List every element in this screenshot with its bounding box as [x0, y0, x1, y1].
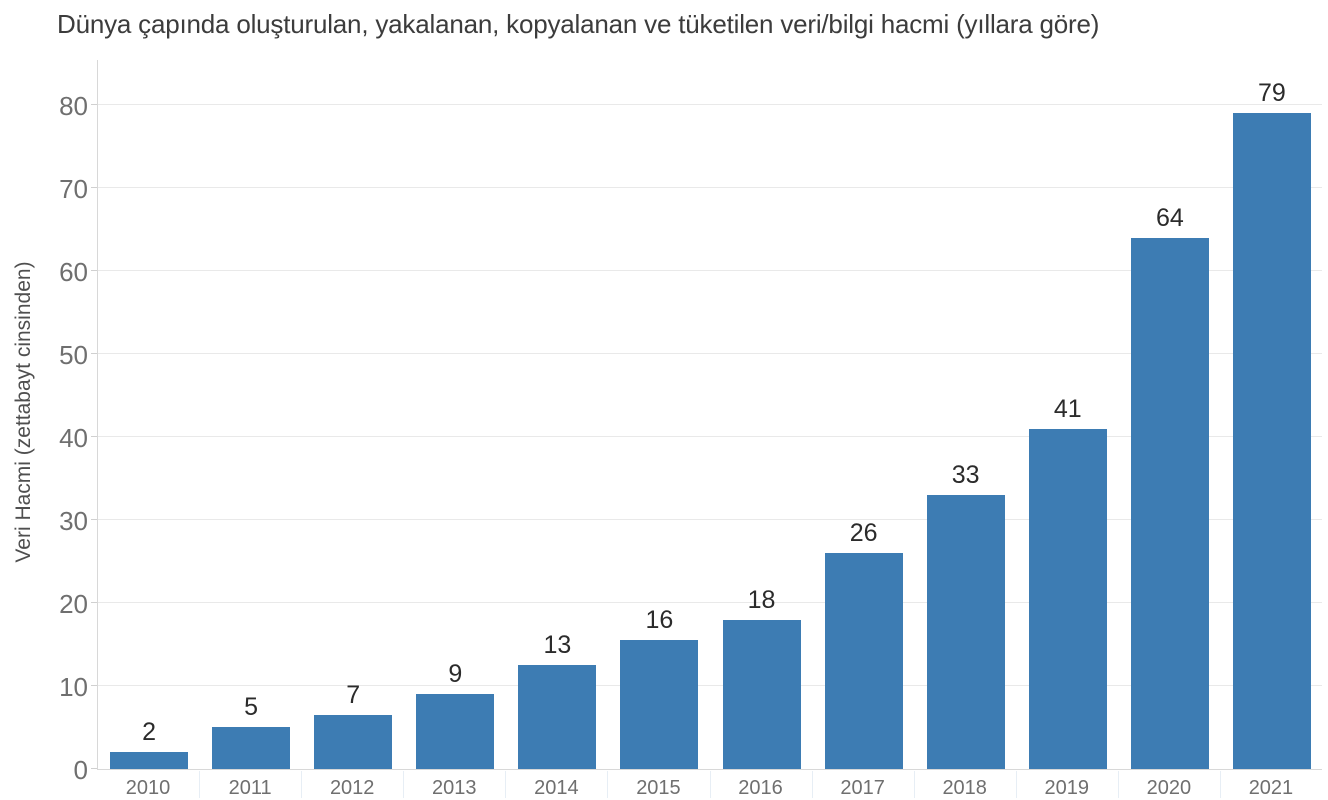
bar-value-label-2016: 18 [747, 585, 776, 614]
gridline-30 [98, 518, 1322, 520]
y-tick-label-40: 40 [59, 422, 88, 453]
y-tick-label-60: 60 [59, 256, 88, 287]
bar-2015[interactable] [620, 640, 699, 769]
bar-value-label-2017: 26 [849, 519, 878, 548]
plot-area: 2 5 7 9 13 16 18 26 33 41 64 79 [91, 60, 1323, 770]
bar-2018[interactable] [926, 494, 1005, 769]
category-separator [1117, 771, 1119, 798]
bar-2011[interactable] [212, 727, 291, 769]
y-tick-label-10: 10 [59, 671, 88, 702]
bar-value-label-2019: 41 [1053, 394, 1082, 423]
bar-slot-2010: 2 [98, 60, 200, 769]
gridline-50 [98, 352, 1322, 354]
bar-slot-2018: 33 [915, 60, 1017, 769]
x-tick-label-2021: 2021 [1248, 777, 1294, 799]
bar-2017[interactable] [824, 553, 903, 769]
category-separator [811, 771, 813, 798]
bar-slot-2016: 18 [711, 60, 813, 769]
bar-slot-2012: 7 [302, 60, 404, 769]
bar-value-label-2018: 33 [951, 460, 980, 489]
bar-slot-2021: 79 [1221, 60, 1323, 769]
y-tick-mark-20 [91, 601, 97, 603]
category-separator [607, 771, 609, 798]
y-tick-label-0: 0 [73, 755, 88, 785]
x-tick-label-2020: 2020 [1146, 777, 1192, 799]
x-tick-label-2015: 2015 [636, 777, 681, 799]
bar-slot-2011: 5 [200, 60, 302, 769]
bar-value-label-2020: 64 [1155, 203, 1184, 232]
bar-slot-2017: 26 [813, 60, 915, 769]
x-tick-label-2010: 2010 [125, 777, 171, 799]
gridline-20 [98, 601, 1322, 603]
chart-title: Dünya çapında oluşturulan, yakalanan, ko… [57, 9, 1100, 39]
category-separator [1015, 771, 1017, 798]
y-tick-mark-80 [91, 103, 97, 105]
bar-value-label-2015: 16 [645, 606, 674, 635]
y-tick-label-80: 80 [59, 90, 88, 121]
bar-2013[interactable] [416, 694, 495, 769]
category-separator [709, 771, 711, 798]
bar-value-label-2010: 2 [142, 718, 156, 747]
category-separator [505, 771, 507, 798]
gridline-10 [98, 684, 1322, 686]
y-tick-label-30: 30 [59, 505, 88, 536]
bar-value-label-2012: 7 [346, 681, 361, 710]
bar-slot-2015: 16 [608, 60, 710, 769]
bar-2020[interactable] [1130, 237, 1209, 769]
y-tick-mark-40 [91, 435, 97, 437]
bar-2010[interactable] [110, 752, 189, 769]
bar-value-label-2011: 5 [244, 693, 259, 722]
category-separator [1219, 771, 1221, 798]
x-tick-label-2012: 2012 [329, 777, 375, 799]
gridline-60 [98, 269, 1322, 271]
bar-2012[interactable] [314, 715, 393, 769]
y-tick-mark-0 [91, 768, 97, 769]
gridline-40 [98, 435, 1322, 437]
x-tick-label-2017: 2017 [840, 777, 885, 799]
x-tick-label-2011: 2011 [228, 777, 272, 799]
bar-value-label-2014: 13 [543, 631, 572, 660]
y-tick-mark-30 [91, 518, 97, 520]
bar-2021[interactable] [1232, 112, 1311, 769]
y-tick-label-70: 70 [59, 173, 88, 204]
x-tick-label-2018: 2018 [942, 777, 987, 799]
y-tick-label-20: 20 [59, 588, 88, 619]
bar-2014[interactable] [518, 665, 597, 769]
bar-value-label-2013: 9 [448, 660, 463, 689]
bar-2019[interactable] [1028, 428, 1107, 769]
x-tick-label-2019: 2019 [1044, 777, 1090, 799]
y-tick-label-50: 50 [59, 339, 88, 370]
bar-slot-2014: 13 [506, 60, 608, 769]
gridline-80 [98, 103, 1322, 105]
bar-slot-2013: 9 [404, 60, 506, 769]
bar-slot-2020: 64 [1119, 60, 1221, 769]
y-tick-mark-70 [91, 186, 97, 188]
x-tick-label-2016: 2016 [738, 777, 783, 799]
x-tick-label-2014: 2014 [534, 777, 579, 799]
bar-slot-2019: 41 [1017, 60, 1119, 769]
category-separator [913, 771, 915, 798]
x-tick-label-2013: 2013 [432, 777, 477, 799]
bar-value-label-2021: 79 [1258, 78, 1286, 107]
gridline-70 [98, 186, 1322, 188]
category-separator [301, 771, 303, 798]
category-separator [199, 771, 201, 798]
y-tick-mark-50 [91, 352, 97, 354]
y-tick-mark-60 [91, 269, 97, 271]
category-separator [403, 771, 405, 798]
y-tick-mark-10 [91, 684, 97, 686]
bar-2016[interactable] [722, 619, 801, 769]
